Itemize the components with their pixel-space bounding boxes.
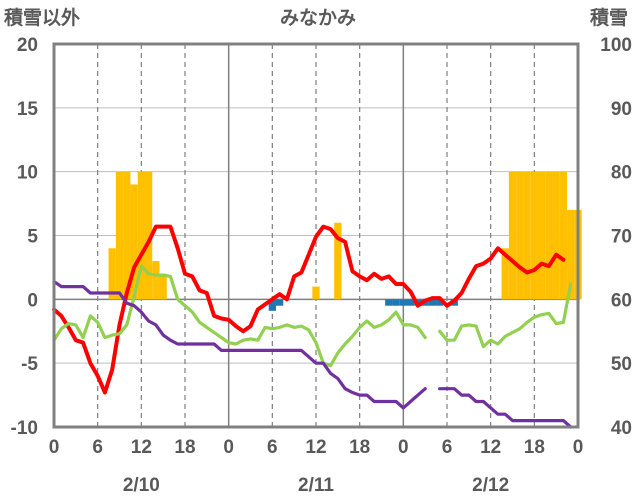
bar-0 [545,171,553,300]
bar-0 [508,171,517,300]
x-tick-label: 12 [305,437,326,458]
right-axis-label: 積雪 [590,6,628,29]
line-series-3 [52,264,427,368]
x-tick-label: 0 [49,437,60,458]
bars-layer [108,171,582,311]
y-left-tick-label: 15 [17,99,39,120]
line-series-3 [438,282,573,349]
y-left-tick-label: 5 [27,227,38,248]
x-tick-label: 6 [92,437,103,458]
x-tick-label: 0 [223,437,234,458]
bar-0 [501,248,509,300]
date-label: 2/10 [123,475,160,496]
bar-1 [392,299,400,306]
bar-1 [385,299,393,306]
x-tick-label: 0 [398,437,409,458]
bar-0 [137,171,145,300]
bar-0 [312,286,320,300]
bar-1 [268,299,276,311]
bar-1 [428,299,437,306]
line-series-4 [438,387,573,429]
chart-title: みなかみ [280,7,356,29]
y-left-tick-label: 20 [17,35,38,56]
x-tick-label: 18 [349,437,370,458]
line-series-4 [52,279,427,410]
x-tick-label: 6 [442,437,453,458]
date-label: 2/11 [298,475,334,496]
x-tick-label: 18 [174,437,195,458]
bar-1 [406,299,415,306]
bar-0 [159,273,167,300]
bar-0 [552,171,560,300]
y-left-tick-label: 0 [27,290,38,311]
y-left-tick-label: -10 [11,418,38,439]
bar-0 [152,261,160,300]
x-tick-label: 6 [267,437,278,458]
y-right-tick-label: 60 [611,290,632,311]
lines-layer [52,224,573,429]
x-tick-label: 0 [573,437,584,458]
x-tick-label: 12 [131,437,152,458]
date-label: 2/12 [472,475,509,496]
y-left-tick-label: 10 [17,163,38,184]
line-series-2 [52,224,566,395]
bar-0 [130,184,138,300]
bar-0 [334,222,342,300]
bar-0 [115,171,124,300]
y-right-tick-label: 50 [611,354,632,375]
bar-0 [516,171,524,300]
bar-0 [537,171,546,300]
y-right-tick-label: 80 [611,163,632,184]
plot-frame [52,42,580,429]
bar-1 [275,299,284,306]
x-tick-label: 12 [480,437,501,458]
y-right-tick-label: 90 [611,99,632,120]
y-right-tick-label: 100 [600,35,632,56]
bar-0 [144,171,153,300]
bar-1 [436,299,444,306]
bar-0 [559,171,568,300]
bar-0 [108,248,116,300]
y-right-tick-label: 70 [611,227,632,248]
bar-1 [399,299,407,306]
y-right-tick-label: 40 [611,418,632,439]
y-left-tick-label: -5 [21,354,38,375]
bar-0 [530,171,538,300]
bar-0 [567,209,575,300]
bar-0 [523,171,531,300]
x-tick-label: 18 [524,437,545,458]
left-axis-label: 積雪以外 [4,6,80,29]
bar-0 [123,171,131,300]
